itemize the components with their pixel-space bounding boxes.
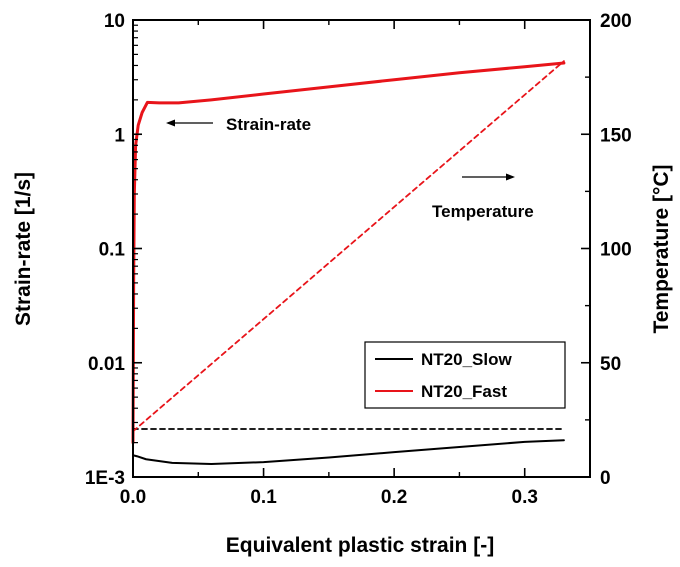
x-tick-label: 0.1: [250, 487, 277, 508]
y-left-tick-label: 0.1: [99, 240, 126, 261]
legend-label-fast: NT20_Fast: [421, 382, 507, 401]
y-right-tick-label: 100: [600, 240, 632, 261]
y-right-axis-title: Temperature [°C]: [650, 164, 673, 333]
legend-box: [364, 341, 566, 409]
x-tick-label: 0.0: [120, 487, 146, 508]
series-strain-rate-nt20-fast-1: [131, 61, 566, 445]
annotation-temperature: Temperature: [432, 173, 534, 221]
annotation-strain-rate: Strain-rate: [166, 115, 311, 134]
arrow-right-head: [506, 173, 515, 181]
legend-label-slow: NT20_Slow: [421, 350, 512, 369]
series-temperature-nt20-fast-3: [132, 60, 565, 433]
y-left-tick-label: 1: [114, 125, 125, 146]
annotation-strain-rate-label: Strain-rate: [226, 115, 311, 134]
annotation-temperature-label: Temperature: [432, 202, 534, 221]
y-left-tick-label: 0.01: [88, 354, 125, 375]
x-axis-title: Equivalent plastic strain [-]: [226, 534, 494, 557]
x-tick-label: 0.2: [381, 487, 407, 508]
y-right-tick-label: 50: [600, 354, 621, 375]
y-right-tick-label: 0: [600, 468, 611, 489]
x-tick-label: 0.3: [512, 487, 538, 508]
y-left-tick-label: 10: [104, 11, 125, 32]
y-right-tick-label: 150: [600, 125, 632, 146]
legend: NT20_Slow NT20_Fast: [364, 341, 566, 409]
y-left-axis-title: Strain-rate [1/s]: [12, 172, 35, 326]
data-curves: [131, 60, 566, 465]
y-right-tick-label: 200: [600, 11, 632, 32]
y-left-tick-label: 1E-3: [85, 468, 125, 489]
arrow-left-head: [166, 119, 175, 127]
series-strain-rate-nt20-slow-0: [132, 439, 565, 465]
